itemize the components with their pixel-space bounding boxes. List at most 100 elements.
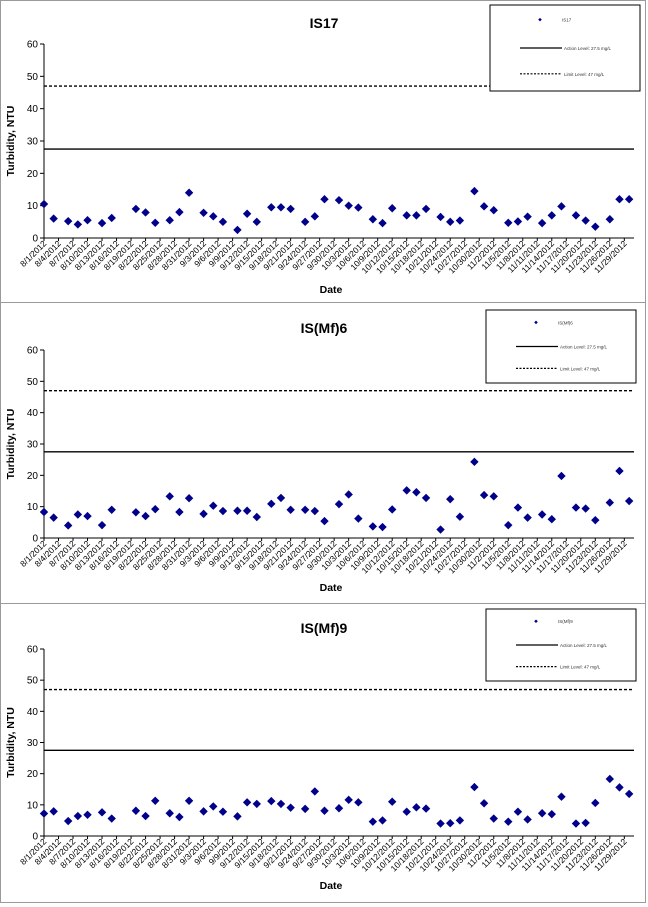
data-point xyxy=(523,815,532,824)
data-point xyxy=(489,205,498,215)
chart-title: IS(Mf)9 xyxy=(301,620,348,636)
data-point xyxy=(97,218,107,228)
y-tick-label: 30 xyxy=(27,738,39,749)
data-point xyxy=(513,217,523,226)
data-point xyxy=(218,807,228,816)
data-point xyxy=(39,199,49,209)
data-point xyxy=(421,804,431,813)
data-point xyxy=(513,503,523,512)
data-point xyxy=(557,471,566,481)
data-point xyxy=(446,494,455,504)
y-tick-label: 10 xyxy=(27,502,39,513)
data-point xyxy=(344,795,353,805)
data-point xyxy=(131,806,141,815)
data-point xyxy=(310,506,320,516)
data-point xyxy=(455,816,465,825)
x-axis-label: Date xyxy=(320,582,343,594)
data-point xyxy=(513,807,523,816)
data-point xyxy=(286,505,295,514)
y-tick-label: 20 xyxy=(27,169,39,180)
data-point xyxy=(300,505,310,514)
data-point xyxy=(107,505,116,514)
data-point xyxy=(218,506,228,516)
data-point xyxy=(470,457,479,467)
y-tick-label: 20 xyxy=(27,769,39,780)
y-tick-label: 60 xyxy=(27,40,39,51)
data-point xyxy=(97,520,107,530)
data-point xyxy=(175,812,184,822)
data-point xyxy=(320,195,329,204)
y-tick-label: 40 xyxy=(27,707,39,718)
data-point xyxy=(151,218,160,228)
data-point xyxy=(470,782,479,792)
data-point xyxy=(63,816,73,826)
y-tick-label: 20 xyxy=(27,471,39,482)
data-point xyxy=(537,218,547,228)
legend-marker xyxy=(534,320,538,325)
x-axis-label: Date xyxy=(320,880,343,892)
data-point xyxy=(175,507,184,517)
legend-label: Limit Level: 47 mg/L xyxy=(560,366,601,371)
data-point xyxy=(571,211,581,220)
y-tick-label: 40 xyxy=(27,104,39,115)
data-point xyxy=(354,798,363,807)
y-axis-label: Turbidity, NTU xyxy=(5,409,17,480)
data-point xyxy=(107,213,116,223)
y-tick-label: 10 xyxy=(27,201,39,212)
data-point xyxy=(436,525,445,534)
y-tick-label: 30 xyxy=(27,137,39,148)
chart-title: IS(Mf)6 xyxy=(301,320,348,336)
legend-label: IS17 xyxy=(562,18,572,23)
data-point xyxy=(605,774,615,784)
data-point xyxy=(446,217,455,227)
data-point xyxy=(557,792,566,801)
data-point xyxy=(402,807,411,816)
data-point xyxy=(151,504,160,514)
data-point xyxy=(547,211,556,220)
data-point xyxy=(131,204,141,214)
data-point xyxy=(489,492,498,501)
data-point xyxy=(489,814,498,823)
data-point xyxy=(523,513,532,522)
data-point xyxy=(402,486,411,495)
data-point xyxy=(446,819,455,828)
data-point xyxy=(73,220,83,229)
data-point xyxy=(581,818,590,828)
y-axis-label: Turbidity, NTU xyxy=(5,106,17,177)
data-point xyxy=(233,506,242,515)
data-point xyxy=(83,511,92,521)
data-point xyxy=(242,209,252,218)
data-point xyxy=(615,195,624,204)
data-point xyxy=(310,212,320,221)
data-point xyxy=(591,515,600,525)
data-point xyxy=(615,466,624,476)
data-point xyxy=(242,506,252,515)
legend-label: Action Level: 27.5 mg/L xyxy=(564,46,612,51)
data-point xyxy=(344,490,353,499)
data-point xyxy=(233,225,242,235)
data-point xyxy=(141,511,150,521)
data-point xyxy=(421,204,431,214)
legend-label: IS(Mf)9 xyxy=(558,619,573,624)
data-point xyxy=(479,490,489,500)
y-tick-label: 0 xyxy=(32,234,38,245)
data-point xyxy=(354,203,363,212)
y-tick-label: 40 xyxy=(27,408,39,419)
data-point xyxy=(310,787,320,796)
y-tick-label: 50 xyxy=(27,377,39,388)
chart-title: IS17 xyxy=(310,15,339,31)
data-point xyxy=(605,498,615,507)
data-point xyxy=(412,488,421,497)
y-tick-label: 60 xyxy=(27,346,39,357)
data-point xyxy=(571,819,581,828)
data-point xyxy=(334,195,344,205)
y-tick-label: 50 xyxy=(27,72,39,83)
data-point xyxy=(49,807,58,816)
data-point xyxy=(267,499,276,509)
data-point xyxy=(591,222,600,231)
legend-marker xyxy=(538,17,542,22)
data-point xyxy=(504,218,513,228)
